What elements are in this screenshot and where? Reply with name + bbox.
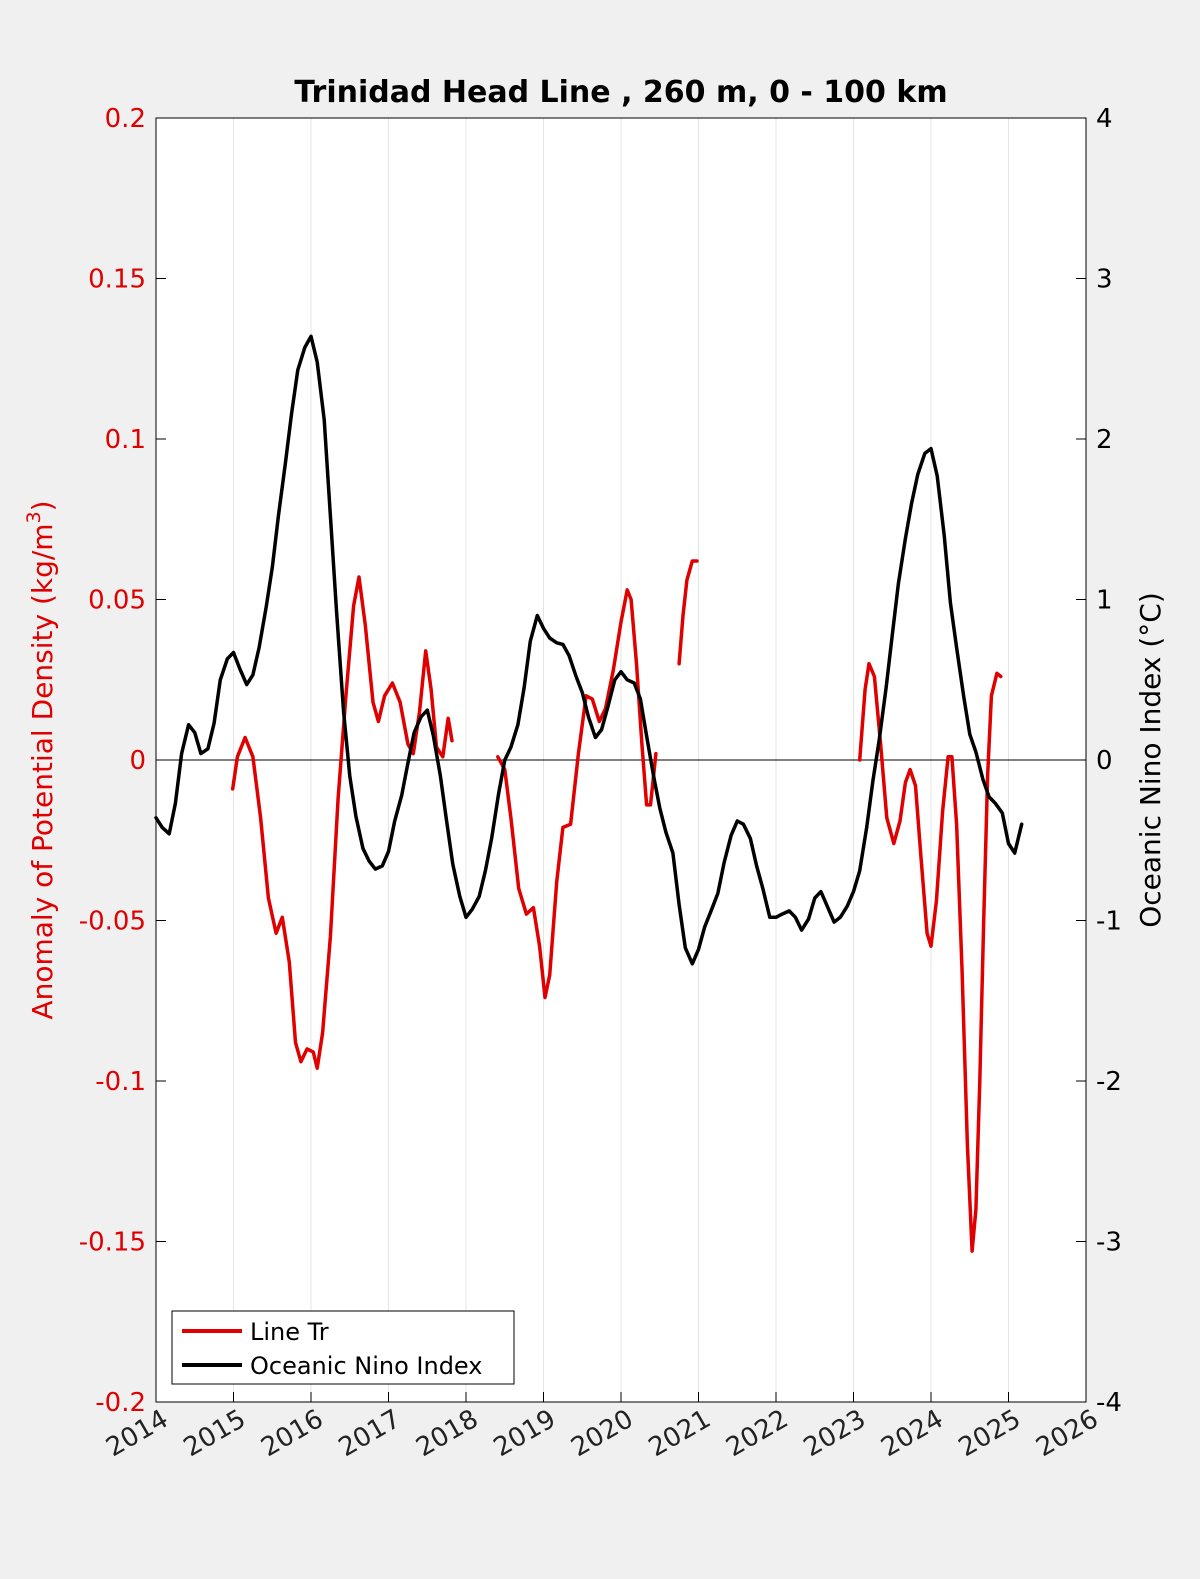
- series-line-tr-segment: [230, 575, 454, 1070]
- x-tick-label: 2019: [489, 1404, 561, 1463]
- y-right-axis-label: Oceanic Nino Index (°C): [1134, 592, 1167, 928]
- x-tick-label: 2024: [876, 1404, 948, 1463]
- series-oni-segment: [154, 334, 1024, 966]
- x-tick-label: 2018: [411, 1404, 483, 1463]
- y-left-axis-label-superscript: 3: [23, 511, 45, 523]
- y-left-tick-label: 0.2: [105, 104, 146, 134]
- y-left-tick-label: 0.15: [88, 265, 146, 295]
- legend-box: [171, 1310, 515, 1385]
- x-tick-label: 2016: [256, 1404, 328, 1463]
- y-right-tick-label: 4: [1096, 104, 1113, 134]
- y-right-tick-label: -3: [1096, 1228, 1122, 1258]
- y-left-axis-label-close: ): [26, 500, 59, 511]
- y-right-tick-label: -1: [1096, 907, 1122, 937]
- series-line-tr-segment: [496, 588, 658, 1000]
- y-left-tick-label: -0.1: [95, 1067, 146, 1097]
- y-right-tick-label: 3: [1096, 265, 1113, 295]
- y-right-tick-label: 1: [1096, 586, 1113, 616]
- x-tick-label: 2025: [954, 1404, 1026, 1463]
- x-tick-label: 2020: [566, 1404, 638, 1463]
- x-tick-label: 2017: [334, 1404, 406, 1463]
- y-right-tick-label: 0: [1096, 746, 1113, 776]
- y-left-tick-label: -0.15: [79, 1228, 146, 1258]
- series-line-tr-segment: [857, 661, 1003, 1253]
- x-tick-label: 2022: [721, 1404, 793, 1463]
- x-tick-label: 2023: [799, 1404, 871, 1463]
- y-left-axis-label-text: Anomaly of Potential Density (kg/m: [26, 523, 59, 1019]
- chart-title: Trinidad Head Line , 260 m, 0 - 100 km: [294, 75, 947, 110]
- y-left-tick-label: 0.1: [105, 425, 146, 455]
- y-left-tick-label: 0.05: [88, 586, 146, 616]
- y-left-tick-label: -0.2: [95, 1388, 146, 1418]
- y-right-tick-label: -4: [1096, 1388, 1122, 1418]
- legend-label-oni: Oceanic Nino Index: [250, 1352, 482, 1380]
- x-tick-label: 2021: [644, 1404, 716, 1463]
- y-left-axis-label: Anomaly of Potential Density (kg/m3): [23, 500, 59, 1019]
- legend: Line Tr Oceanic Nino Index: [171, 1310, 515, 1385]
- y-right-tick-label: 2: [1096, 425, 1113, 455]
- series-line-tr-segment: [677, 559, 699, 666]
- y-right-tick-label: -2: [1096, 1067, 1122, 1097]
- x-tick-label: 2026: [1031, 1404, 1103, 1463]
- x-tick-label: 2015: [179, 1404, 251, 1463]
- y-left-tick-label: -0.05: [79, 907, 146, 937]
- legend-label-line-tr: Line Tr: [250, 1318, 329, 1346]
- y-left-tick-label: 0: [129, 746, 146, 776]
